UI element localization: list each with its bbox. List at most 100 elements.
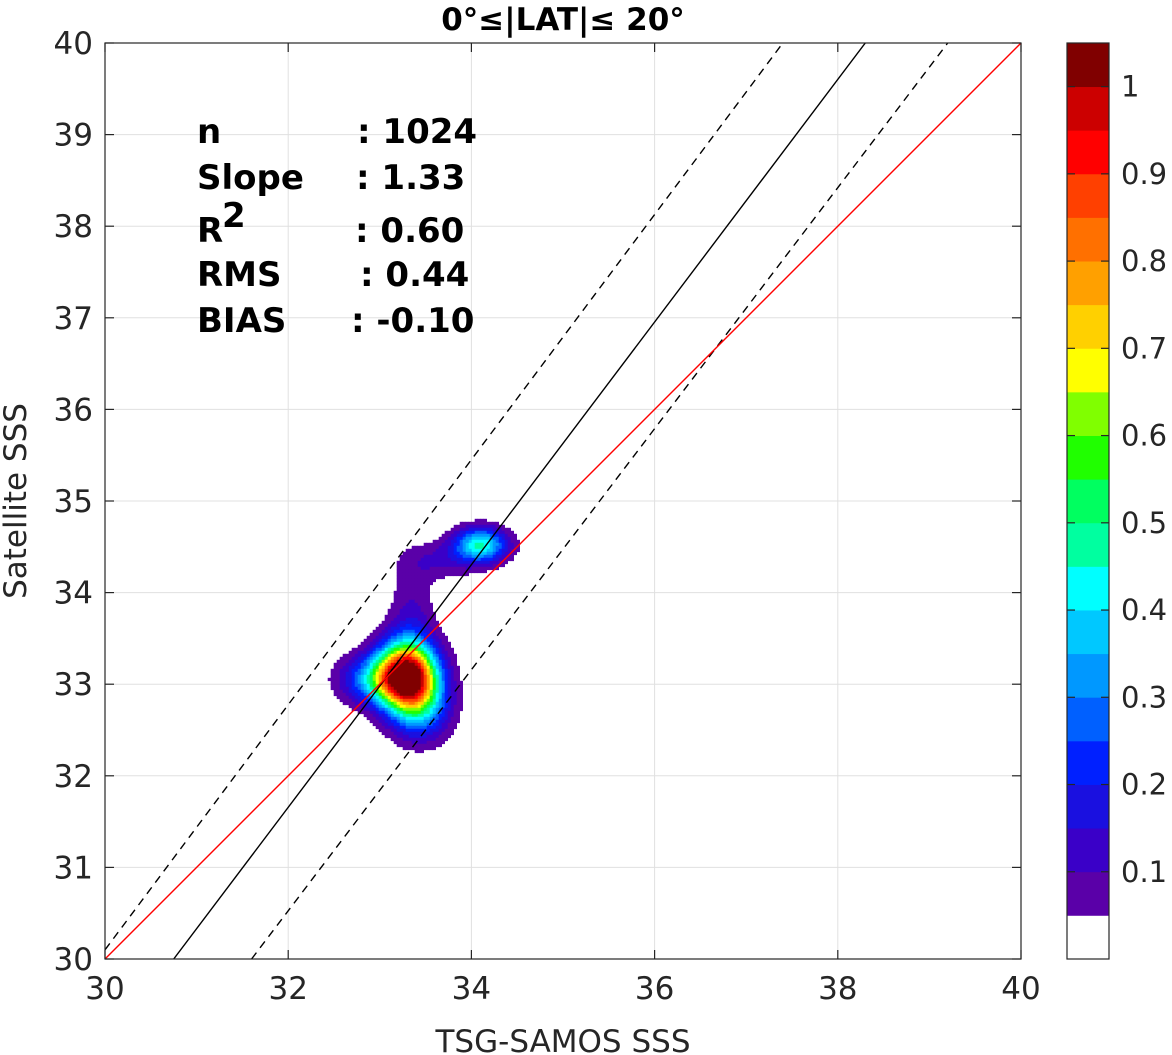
density-cell	[420, 548, 424, 553]
density-cell	[420, 695, 424, 700]
density-cell	[396, 725, 400, 730]
density-cell	[375, 638, 379, 643]
density-cell	[480, 545, 484, 550]
density-cell	[444, 725, 448, 730]
density-cell	[387, 614, 391, 619]
density-cell	[381, 644, 385, 649]
density-cell	[483, 542, 487, 547]
density-cell	[456, 530, 460, 535]
density-cell	[492, 566, 496, 571]
density-cell	[414, 644, 418, 649]
density-cell	[393, 590, 397, 595]
density-cell	[441, 653, 445, 658]
density-cell	[459, 557, 463, 562]
density-cell	[441, 650, 445, 655]
density-cell	[363, 710, 367, 715]
density-cell	[411, 554, 415, 559]
density-cell	[369, 638, 373, 643]
density-cell	[420, 749, 424, 754]
density-cell	[402, 728, 406, 733]
density-cell	[387, 653, 391, 658]
density-cell	[504, 551, 508, 556]
density-cell	[411, 545, 415, 550]
density-cell	[408, 656, 412, 661]
density-cell	[447, 707, 451, 712]
density-cell	[378, 653, 382, 658]
density-cell	[465, 557, 469, 562]
density-cell	[342, 683, 346, 688]
density-cell	[435, 650, 439, 655]
density-cell	[348, 650, 352, 655]
density-cell	[345, 677, 349, 682]
density-cell	[468, 566, 472, 571]
density-cell	[363, 644, 367, 649]
density-cell	[378, 704, 382, 709]
density-cell	[423, 644, 427, 649]
density-cell	[501, 524, 505, 529]
density-cell	[471, 551, 475, 556]
density-cell	[396, 740, 400, 745]
density-cell	[384, 725, 388, 730]
density-cell	[390, 707, 394, 712]
density-cell	[441, 536, 445, 541]
density-cell	[396, 701, 400, 706]
density-cell	[414, 545, 418, 550]
density-cell	[462, 524, 466, 529]
density-cell	[414, 698, 418, 703]
density-cell	[348, 683, 352, 688]
density-cell	[456, 569, 460, 574]
density-cell	[339, 668, 343, 673]
density-cell	[390, 695, 394, 700]
density-cell	[387, 683, 391, 688]
density-cell	[423, 557, 427, 562]
density-cell	[354, 692, 358, 697]
density-cell	[441, 557, 445, 562]
density-cell	[420, 662, 424, 667]
density-cell	[462, 569, 466, 574]
density-cell	[396, 695, 400, 700]
density-cell	[450, 689, 454, 694]
density-cell	[399, 707, 403, 712]
density-cell	[426, 605, 430, 610]
density-cell	[408, 692, 412, 697]
density-cell	[357, 707, 361, 712]
density-cell	[399, 566, 403, 571]
density-cell	[453, 704, 457, 709]
density-cell	[417, 560, 421, 565]
density-cell	[492, 539, 496, 544]
stat-label: Slope	[197, 158, 304, 198]
density-cell	[465, 524, 469, 529]
density-cell	[426, 575, 430, 580]
density-cell	[411, 671, 415, 676]
density-cell	[369, 653, 373, 658]
density-cell	[447, 551, 451, 556]
density-cell	[414, 569, 418, 574]
density-cell	[402, 701, 406, 706]
density-cell	[471, 563, 475, 568]
density-cell	[453, 680, 457, 685]
density-cell	[396, 731, 400, 736]
density-cell	[417, 563, 421, 568]
density-cell	[432, 737, 436, 742]
density-cell	[396, 584, 400, 589]
density-cell	[414, 560, 418, 565]
density-cell	[450, 728, 454, 733]
density-cell	[498, 533, 502, 538]
density-cell	[483, 521, 487, 526]
density-cell	[420, 704, 424, 709]
colorbar-segment	[1067, 391, 1109, 436]
density-cell	[381, 668, 385, 673]
density-cell	[396, 596, 400, 601]
density-cell	[348, 659, 352, 664]
colorbar-segment	[1067, 522, 1109, 567]
density-cell	[375, 626, 379, 631]
density-cell	[432, 560, 436, 565]
density-cell	[393, 623, 397, 628]
density-cell	[372, 704, 376, 709]
density-cell	[414, 689, 418, 694]
density-cell	[399, 662, 403, 667]
density-cell	[399, 599, 403, 604]
density-cell	[495, 545, 499, 550]
density-cell	[450, 650, 454, 655]
density-cell	[429, 635, 433, 640]
